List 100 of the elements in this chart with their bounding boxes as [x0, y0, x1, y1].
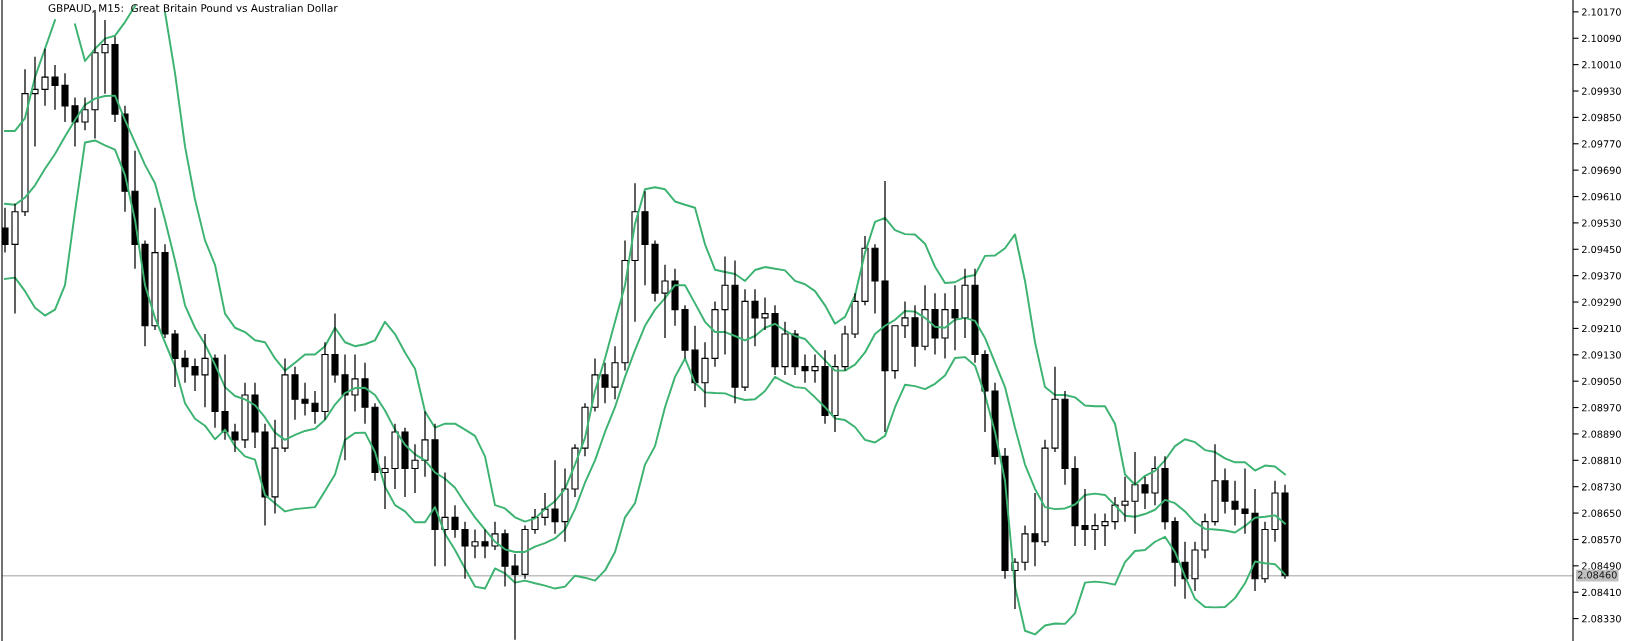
candlestick	[511, 553, 519, 641]
candlestick	[901, 300, 909, 339]
candlestick	[411, 443, 419, 494]
candlestick	[1041, 439, 1049, 547]
candlestick	[671, 268, 679, 327]
y-tick-label: 2.09610	[1582, 193, 1621, 201]
candlestick	[1061, 390, 1069, 486]
candlestick	[1081, 488, 1089, 547]
y-tick-label: 2.08330	[1582, 615, 1621, 623]
candlestick	[1111, 496, 1119, 531]
candlestick	[821, 349, 829, 425]
candlestick	[1211, 443, 1219, 527]
candlestick	[1241, 467, 1249, 535]
y-tick-label: 2.09210	[1582, 324, 1621, 333]
candlestick	[841, 325, 849, 372]
candlestick	[941, 292, 949, 360]
candlestick	[1171, 516, 1179, 588]
candlestick	[691, 325, 699, 392]
ref-line-label: 2.08460	[1577, 571, 1617, 579]
candlestick	[1021, 524, 1029, 572]
candlestick	[751, 288, 759, 347]
candlestick	[831, 353, 839, 433]
candlestick	[651, 239, 659, 303]
candlestick	[181, 349, 189, 384]
candlestick	[81, 96, 89, 131]
candlestick	[241, 382, 249, 449]
candlestick	[1071, 455, 1079, 547]
candlestick	[21, 68, 29, 217]
candlestick	[501, 528, 509, 588]
y-tick-label: 2.09050	[1582, 377, 1621, 385]
y-tick-label: 2.09530	[1582, 219, 1621, 227]
candlestick	[1051, 366, 1059, 453]
y-tick-label: 2.10170	[1582, 8, 1621, 16]
candlestick	[171, 329, 179, 388]
candlestick	[301, 382, 309, 417]
candlestick	[191, 357, 199, 392]
candlestick	[1121, 476, 1129, 523]
candlestick	[221, 353, 229, 441]
candlestick	[11, 203, 19, 315]
candlestick	[771, 304, 779, 376]
y-tick-label: 2.08730	[1582, 483, 1621, 491]
candlestick	[1151, 455, 1159, 506]
candlestick	[1101, 512, 1109, 547]
candlestick	[1141, 476, 1149, 510]
candlestick	[361, 362, 369, 425]
candlestick	[461, 521, 469, 580]
candlestick	[881, 180, 889, 433]
y-tick-label: 2.10010	[1582, 61, 1621, 69]
candlestick	[601, 362, 609, 404]
y-tick-label: 2.09770	[1582, 140, 1621, 148]
candlestick	[1201, 512, 1209, 559]
candlestick	[551, 459, 559, 535]
candlestick	[261, 423, 269, 527]
candlestick	[641, 190, 649, 286]
candlestick	[101, 19, 109, 95]
candlestick	[911, 304, 919, 368]
candlestick	[231, 423, 239, 453]
candlestick	[161, 243, 169, 339]
candlestick	[341, 353, 349, 461]
candlestick	[41, 48, 49, 107]
candlestick	[311, 390, 319, 425]
candlestick	[151, 207, 159, 331]
candlestick	[351, 353, 359, 413]
candlestick	[321, 341, 329, 421]
candlestick	[371, 402, 379, 482]
candlestick	[431, 423, 439, 567]
y-tick-label: 2.08490	[1582, 562, 1621, 570]
candlestick	[401, 427, 409, 498]
candlestick	[801, 353, 809, 384]
line-series	[4, 94, 1286, 553]
line-series	[4, 139, 1286, 636]
candlestick	[1281, 484, 1289, 580]
y-tick-label: 2.08570	[1582, 535, 1621, 544]
candlestick	[681, 304, 689, 360]
candlestick	[861, 235, 869, 306]
candlestick	[61, 72, 69, 123]
candlestick	[1161, 455, 1169, 531]
y-tick-label: 2.09290	[1582, 298, 1621, 306]
candlestick	[721, 255, 729, 356]
candlestick	[331, 312, 339, 384]
y-tick-label: 2.09370	[1582, 272, 1621, 280]
candlestick	[791, 329, 799, 376]
candlestick	[111, 35, 119, 123]
candlestick	[251, 382, 259, 449]
candlestick	[931, 292, 939, 356]
candlestick	[1191, 541, 1199, 592]
candlestick	[1131, 451, 1139, 535]
candlestick	[421, 410, 429, 478]
candlestick	[851, 292, 859, 339]
candlestick	[441, 471, 449, 567]
y-tick-label: 2.08810	[1582, 456, 1621, 465]
candlestick	[51, 64, 59, 111]
candlestick	[1231, 480, 1239, 527]
candlestick	[661, 264, 669, 339]
candlestick	[1251, 488, 1259, 592]
candlestick	[701, 341, 709, 408]
y-tick-label: 2.08410	[1582, 588, 1621, 597]
y-tick-label: 2.09130	[1582, 351, 1621, 359]
candlestick	[741, 288, 749, 392]
y-tick-label: 2.08970	[1582, 404, 1621, 412]
